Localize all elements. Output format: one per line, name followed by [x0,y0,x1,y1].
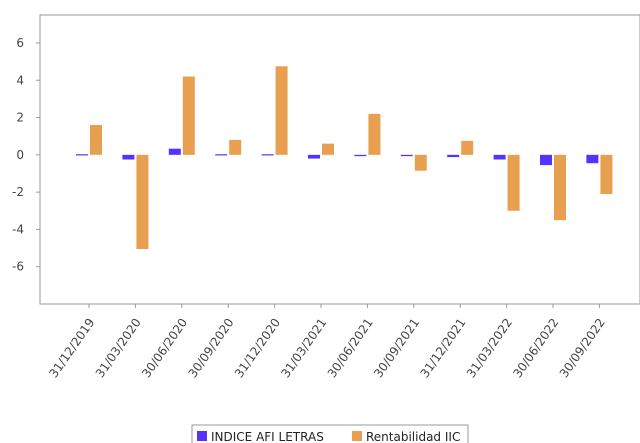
bar-indice-5 [308,154,320,159]
bar-indice-0 [76,154,88,156]
bar-rentabilidad-9 [507,154,520,211]
x-tick-label: 30/06/2022 [510,316,561,381]
bar-rentabilidad-10 [554,154,566,221]
x-tick-label: 30/09/2022 [557,316,608,381]
bar-rentabilidad-5 [322,143,334,155]
bar-rentabilidad-2 [182,76,195,155]
x-tick-label: 31/12/2020 [232,316,283,381]
bar-indice-11 [586,154,599,164]
bar-indice-9 [493,154,506,160]
bar-indice-4 [261,154,274,156]
legend-swatch-rentabilidad [352,431,362,441]
bar-rentabilidad-3 [229,139,242,155]
x-tick-label: 30/09/2021 [371,316,422,381]
bars [76,66,613,249]
bar-rentabilidad-0 [90,125,102,155]
x-tick-label: 30/09/2020 [186,316,237,381]
y-tick-label: -4 [12,222,24,236]
bar-indice-1 [122,154,135,160]
x-tick-label: 30/06/2021 [325,316,376,381]
bar-rentabilidad-1 [136,154,149,249]
bar-rentabilidad-6 [368,113,381,155]
bar-indice-10 [540,154,552,166]
bar-rentabilidad-4 [275,66,288,155]
x-tick-label: 31/12/2019 [46,316,97,381]
y-tick-label: 0 [16,148,24,162]
bar-indice-7 [400,154,413,157]
x-tick-label: 31/03/2020 [93,316,144,381]
bar-rentabilidad-7 [414,154,427,171]
bar-indice-3 [215,154,228,156]
legend-swatch-indice [197,431,207,441]
x-axis: 31/12/201931/03/202030/06/202030/09/2020… [46,304,608,380]
x-tick-label: 31/03/2021 [278,316,329,381]
bar-indice-2 [168,148,181,155]
legend: INDICE AFI LETRAS Rentabilidad IIC [191,424,469,443]
bar-rentabilidad-8 [461,140,474,155]
bar-indice-8 [447,154,460,158]
x-tick-label: 31/03/2022 [464,316,515,381]
y-tick-label: 4 [16,73,24,87]
x-tick-label: 30/06/2020 [139,316,190,381]
y-tick-label: -2 [12,185,24,199]
y-axis: 6 4 2 0 -2 -4 -6 [12,36,40,274]
bar-rentabilidad-11 [600,154,613,194]
legend-label-rentabilidad: Rentabilidad IIC [366,430,460,443]
y-tick-label: -6 [12,260,24,274]
legend-label-indice: INDICE AFI LETRAS [211,430,324,443]
x-tick-label: 31/12/2021 [418,316,469,381]
y-tick-label: 2 [16,111,24,125]
bar-indice-6 [354,154,367,157]
legend-box [191,424,469,443]
y-tick-label: 6 [16,36,24,50]
